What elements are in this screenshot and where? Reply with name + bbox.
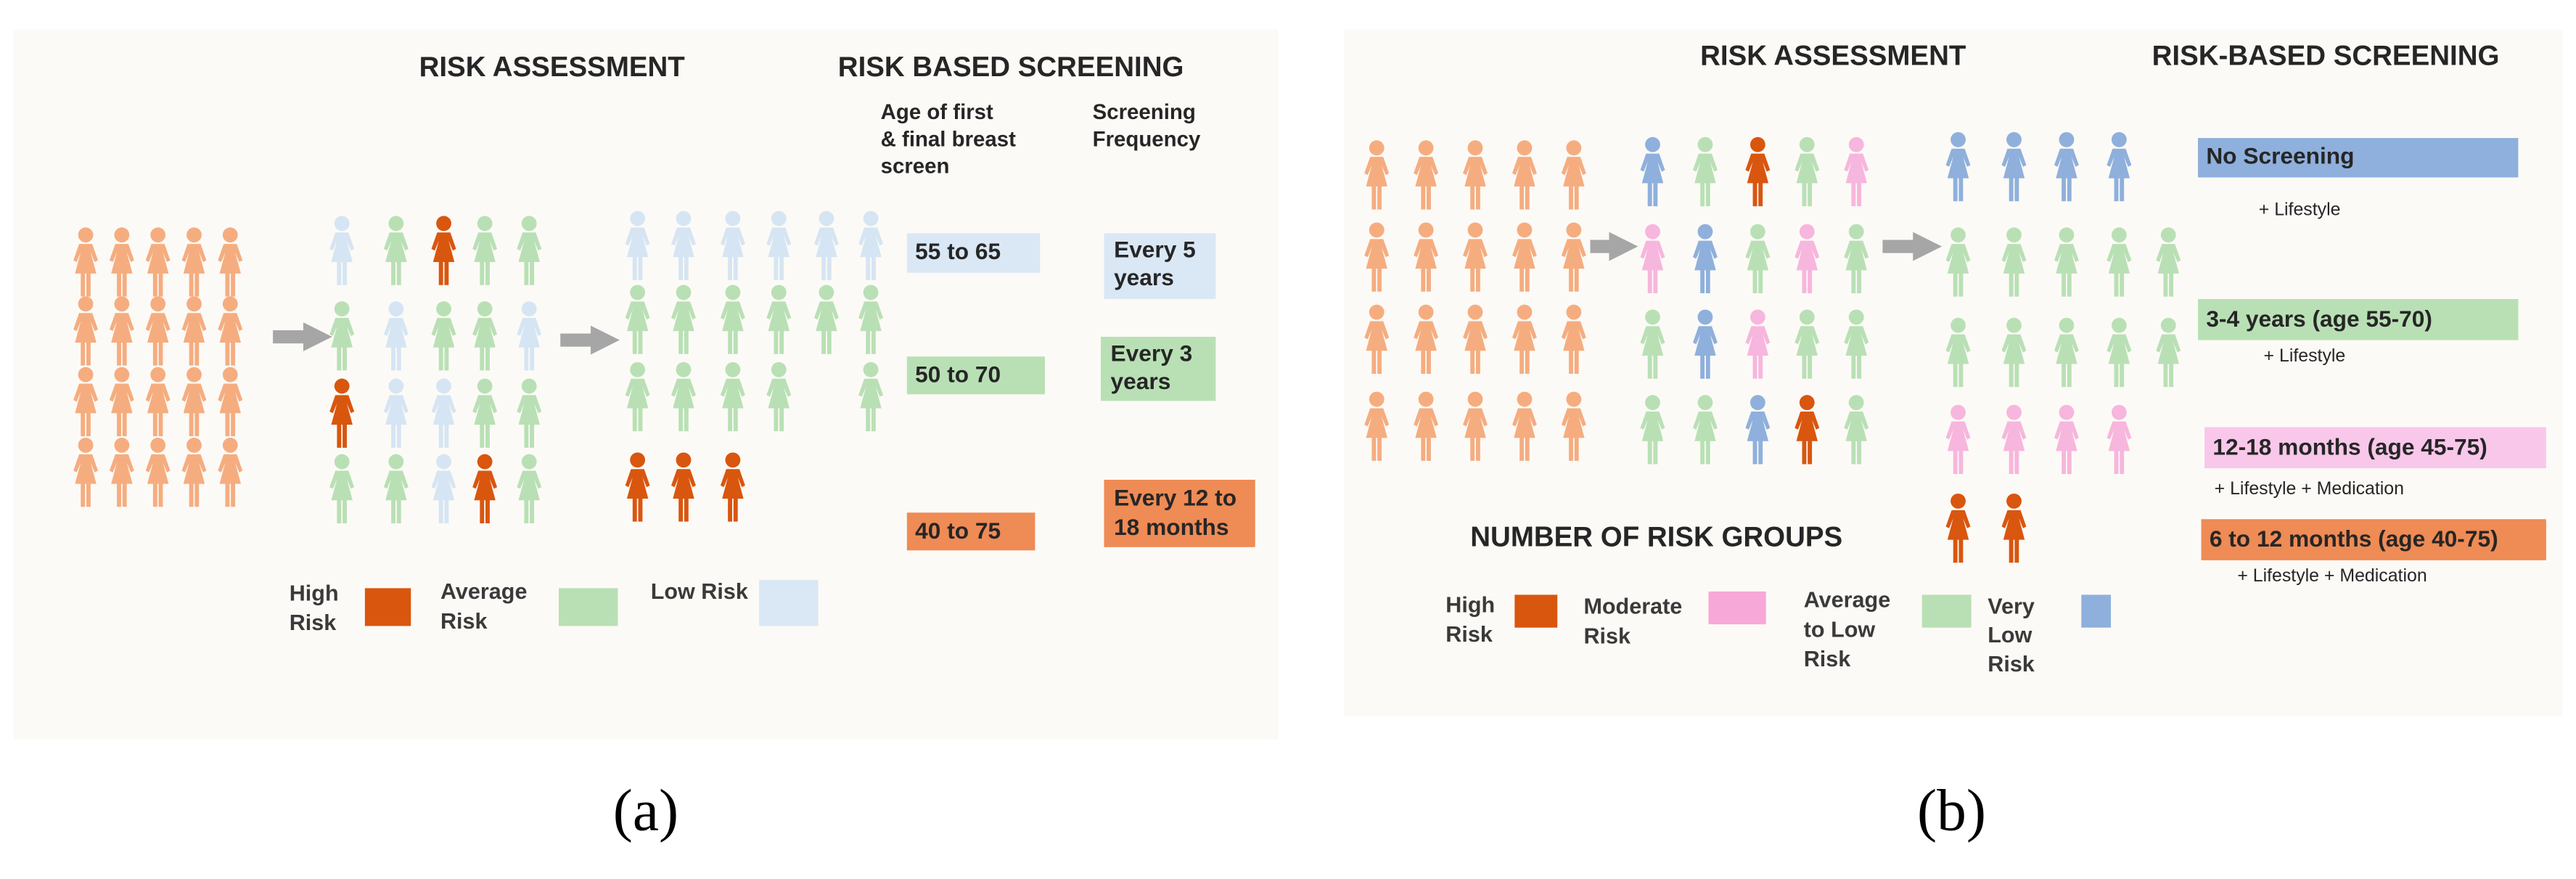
label: to Low xyxy=(1804,617,1876,642)
heading: NUMBER OF RISK GROUPS xyxy=(1470,522,1842,553)
label: Risk xyxy=(440,609,488,634)
label: Age of first xyxy=(881,100,993,124)
label: 55 to 65 xyxy=(915,238,1001,264)
label: 12-18 months (age 45-75) xyxy=(2212,433,2487,459)
boxes xyxy=(364,138,2546,628)
label: 3-4 years (age 55-70) xyxy=(2206,306,2432,332)
label: Low Risk xyxy=(651,579,749,604)
label: Risk xyxy=(1583,624,1631,648)
label: High xyxy=(290,581,339,605)
label: + Lifestyle xyxy=(2259,199,2341,219)
label: Risk xyxy=(1445,622,1493,647)
legend-swatch xyxy=(364,588,411,626)
label: 18 months xyxy=(1114,514,1228,540)
legend-swatch xyxy=(1708,591,1766,625)
arrows xyxy=(273,232,1943,355)
box xyxy=(1104,233,1216,299)
box xyxy=(2204,427,2546,469)
label: Every 5 xyxy=(1114,237,1196,263)
label: Screening xyxy=(1093,100,1196,124)
legend-swatch xyxy=(558,588,618,626)
label: 6 to 12 months (age 40-75) xyxy=(2210,526,2498,552)
legend-swatch xyxy=(2081,594,2112,628)
label: years xyxy=(1111,368,1171,394)
box xyxy=(906,512,1035,551)
caption: (a) xyxy=(613,777,678,843)
label: High xyxy=(1445,592,1495,617)
legend-swatch xyxy=(1514,594,1558,628)
box xyxy=(2198,298,2519,340)
label: No Screening xyxy=(2206,143,2354,169)
label: Risk xyxy=(290,610,337,635)
heading: RISK ASSESSMENT xyxy=(419,52,686,83)
legend-swatch xyxy=(1921,594,1972,628)
legend-swatch xyxy=(759,580,819,626)
label: Low xyxy=(1988,623,2032,647)
caption: (b) xyxy=(1917,777,1986,843)
label: Frequency xyxy=(1093,127,1201,151)
label: screen xyxy=(881,155,950,179)
heading: RISK-BASED SCREENING xyxy=(2152,40,2500,71)
label: 40 to 75 xyxy=(915,518,1001,544)
box xyxy=(906,356,1045,395)
label: Moderate xyxy=(1583,594,1682,619)
label: years xyxy=(1114,264,1174,290)
box xyxy=(2201,519,2546,560)
label: Average xyxy=(1804,588,1890,613)
box xyxy=(1100,337,1216,401)
label: Risk xyxy=(1988,652,2035,676)
label: + Lifestyle + Medication xyxy=(2237,565,2427,586)
box xyxy=(1104,479,1255,547)
label: + Lifestyle xyxy=(2264,346,2346,366)
labels: RISK ASSESSMENT RISK BASED SCREENING Age o… xyxy=(290,40,2500,843)
label: 50 to 70 xyxy=(915,361,1001,388)
label: & final breast xyxy=(881,127,1016,151)
label: Every 3 xyxy=(1111,340,1193,366)
label: Risk xyxy=(1804,647,1852,671)
heading: RISK BASED SCREENING xyxy=(838,52,1184,83)
box xyxy=(906,233,1041,273)
label: Average xyxy=(440,579,527,604)
label: Very xyxy=(1988,594,2035,619)
label: Every 12 to xyxy=(1114,484,1236,510)
label: + Lifestyle + Medication xyxy=(2215,478,2404,499)
box xyxy=(2198,138,2519,178)
heading: RISK ASSESSMENT xyxy=(1700,40,1966,71)
